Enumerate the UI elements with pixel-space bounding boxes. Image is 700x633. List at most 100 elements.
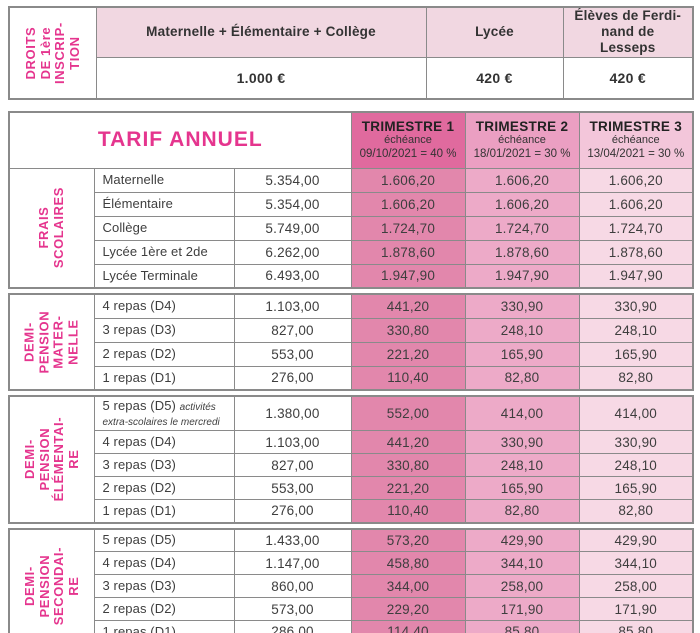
annual-value: 6.493,00 <box>233 263 352 289</box>
t2-value: 1.947,90 <box>464 263 580 289</box>
row-label: Élémentaire <box>93 191 235 217</box>
label-line: DE 1ère <box>37 26 53 80</box>
annual-value: 5.354,00 <box>233 167 352 193</box>
label-line: DEMI- <box>21 439 37 480</box>
annual-value: 5.749,00 <box>233 215 352 241</box>
section-rotated-label: DEMI- PENSION ÉLÉMENTAI- RE <box>8 395 95 524</box>
rotated-label-text: DEMI- PENSION MATER- NELLE <box>21 311 81 374</box>
table-row: DEMI- PENSION ÉLÉMENTAI- RE 5 repas (D5)… <box>8 395 694 524</box>
section-rotated-label: FRAIS SCOLAIRES <box>8 167 95 289</box>
table-row: DEMI- PENSION MATER- NELLE 4 repas (D4) … <box>8 293 694 391</box>
column-header-lesseps: Élèves de Ferdi-nand de Lesseps <box>562 6 694 58</box>
annual-value: 276,00 <box>233 499 352 524</box>
table-row: 1 repas (D1) 286,00 114,40 85,80 85,80 <box>9 620 694 633</box>
table-row: Collège 5.749,00 1.724,70 1.724,70 1.724… <box>9 215 694 241</box>
demi-pension-elementaire-table: DEMI- PENSION ÉLÉMENTAI- RE 5 repas (D5)… <box>8 395 694 524</box>
row-label: 3 repas (D3) <box>93 453 235 478</box>
t2-value: 171,90 <box>464 597 580 622</box>
t1-value: 330,80 <box>350 317 466 343</box>
t2-value: 85,80 <box>464 620 580 633</box>
registration-fees-rotated-label: DROITS DE 1ère INSCRIP- TION <box>8 6 97 100</box>
row-label: 2 repas (D2) <box>93 476 235 501</box>
t3-value: 1.606,20 <box>578 167 694 193</box>
label-line: FRAIS <box>36 206 52 249</box>
frais-scolaires-table: TARIF ANNUEL TRIMESTRE 1 échéance 09/10/… <box>8 111 695 290</box>
trimestre-sub: échéance <box>611 134 660 147</box>
annual-value: 553,00 <box>233 476 352 501</box>
row-label: 1 repas (D1) <box>93 499 235 524</box>
t1-value: 330,80 <box>350 453 466 478</box>
row-label-note: activités extra-scolaires le mercredi <box>102 402 220 428</box>
rotated-label-wrap: DEMI- PENSION SECONDAI- RE <box>10 530 93 633</box>
t3-value: 1.724,70 <box>578 215 694 241</box>
t3-value: 330,90 <box>578 430 694 455</box>
label-line: MATER- <box>50 315 66 369</box>
table-row: 1.000 € 420 € 420 € <box>9 56 694 100</box>
trimestre-sub: échéance <box>384 134 432 147</box>
t2-value: 1.606,20 <box>464 167 580 193</box>
t1-value: 1.606,20 <box>350 191 466 217</box>
annual-value: 5.354,00 <box>233 191 352 217</box>
row-label: 1 repas (D1) <box>93 620 235 633</box>
t1-value: 229,20 <box>350 597 466 622</box>
t3-value: 248,10 <box>578 453 694 478</box>
row-label: Lycée 1ère et 2de <box>93 239 235 265</box>
label-line: DROITS <box>22 26 38 80</box>
t1-value: 1.606,20 <box>350 167 466 193</box>
t3-value: 171,90 <box>578 597 694 622</box>
table-row: 4 repas (D4) 1.103,00 441,20 330,90 330,… <box>9 430 694 455</box>
t3-value: 165,90 <box>578 341 694 367</box>
registration-fees-table: DROITS DE 1ère INSCRIP- TION Maternelle … <box>8 6 694 101</box>
table-row: 3 repas (D3) 860,00 344,00 258,00 258,00 <box>9 574 694 599</box>
table-row: 4 repas (D4) 1.147,00 458,80 344,10 344,… <box>9 551 694 576</box>
trimestre-1-header: TRIMESTRE 1 échéance 09/10/2021 = 40 % <box>350 111 466 169</box>
table-row: 2 repas (D2) 553,00 221,20 165,90 165,90 <box>9 341 694 367</box>
annual-value: 827,00 <box>233 317 352 343</box>
label-line: DEMI- <box>21 566 37 607</box>
rotated-label-wrap: DROITS DE 1ère INSCRIP- TION <box>10 8 95 98</box>
row-label: 2 repas (D2) <box>93 597 235 622</box>
annual-value: 276,00 <box>233 365 352 391</box>
t2-value: 248,10 <box>464 453 580 478</box>
t2-value: 344,10 <box>464 551 580 576</box>
row-label: 4 repas (D4) <box>93 293 235 319</box>
label-line: DEMI- <box>21 322 37 362</box>
rotated-label-wrap: FRAIS SCOLAIRES <box>10 169 93 287</box>
annual-value: 1.380,00 <box>233 395 352 432</box>
t2-value: 330,90 <box>464 430 580 455</box>
rotated-label-wrap: DEMI- PENSION ÉLÉMENTAI- RE <box>10 397 93 522</box>
annual-value: 1.147,00 <box>233 551 352 576</box>
trimestre-3-header: TRIMESTRE 3 échéance 13/04/2021 = 30 % <box>578 111 694 169</box>
page-title: TARIF ANNUEL <box>97 128 263 152</box>
table-row: 2 repas (D2) 553,00 221,20 165,90 165,90 <box>9 476 694 501</box>
rotated-label-text: FRAIS SCOLAIRES <box>36 187 66 269</box>
label-line: PENSION <box>36 428 52 491</box>
annual-value: 286,00 <box>233 620 352 633</box>
annual-value: 6.262,00 <box>233 239 352 265</box>
table-row: 2 repas (D2) 573,00 229,20 171,90 171,90 <box>9 597 694 622</box>
t2-value: 82,80 <box>464 499 580 524</box>
annual-value: 1.103,00 <box>233 430 352 455</box>
t1-value: 1.724,70 <box>350 215 466 241</box>
t3-value: 85,80 <box>578 620 694 633</box>
t2-value: 429,90 <box>464 528 580 553</box>
t3-value: 1.606,20 <box>578 191 694 217</box>
t3-value: 1.947,90 <box>578 263 694 289</box>
section-rotated-label: DEMI- PENSION MATER- NELLE <box>8 293 95 391</box>
fee-value: 1.000 € <box>95 56 427 100</box>
label-line: SCOLAIRES <box>50 187 66 269</box>
table-row: Lycée 1ère et 2de 6.262,00 1.878,60 1.87… <box>9 239 694 265</box>
rotated-label-text: DROITS DE 1ère INSCRIP- TION <box>22 22 82 84</box>
row-label: 3 repas (D3) <box>93 317 235 343</box>
t2-value: 82,80 <box>464 365 580 391</box>
row-label: 2 repas (D2) <box>93 341 235 367</box>
rotated-label-wrap: DEMI- PENSION MATER- NELLE <box>10 295 93 389</box>
trimestre-name: TRIMESTRE 1 <box>361 119 455 135</box>
t3-value: 82,80 <box>578 499 694 524</box>
t2-value: 330,90 <box>464 293 580 319</box>
table-row: DROITS DE 1ère INSCRIP- TION Maternelle … <box>8 6 694 100</box>
table-row: 3 repas (D3) 827,00 330,80 248,10 248,10 <box>9 453 694 478</box>
row-label: 5 repas (D5) <box>93 528 235 553</box>
fee-value: 420 € <box>425 56 564 100</box>
